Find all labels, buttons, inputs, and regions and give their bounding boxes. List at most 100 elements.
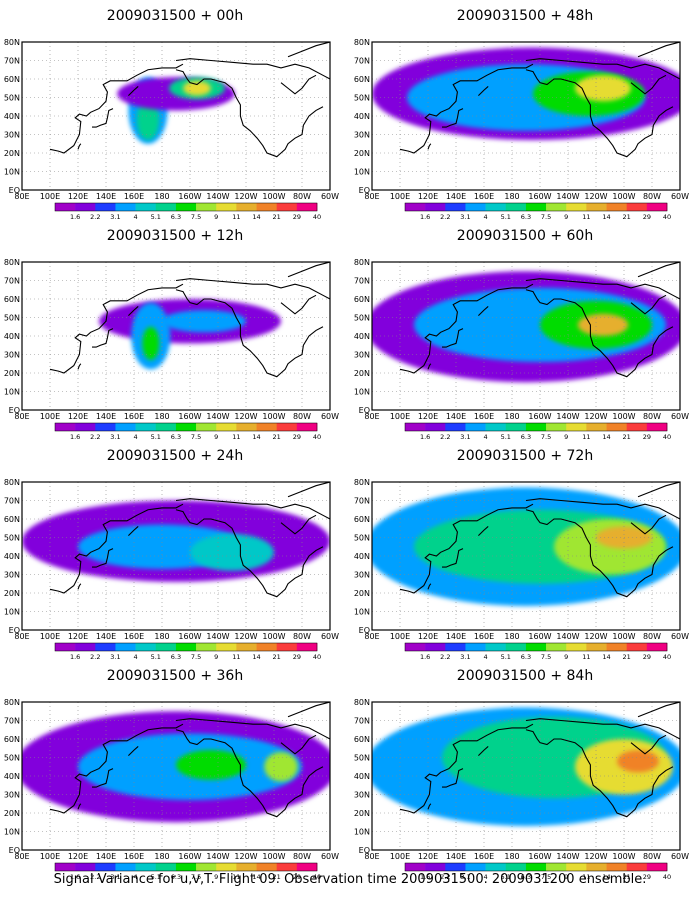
colorbar-swatch — [586, 863, 607, 871]
colorbar-swatch — [586, 643, 607, 651]
map-frame — [21, 261, 331, 411]
coastline — [525, 729, 674, 818]
y-tick-label: 20N — [4, 369, 20, 378]
panel-title: 2009031500 + 48h — [456, 8, 594, 24]
map-svg: 80E 100E 120E 140E 160E 180 160W 140W 120W 100W 80… — [354, 698, 689, 880]
colorbar-swatch — [196, 423, 217, 431]
colorbar-label: 6.3 — [521, 433, 531, 440]
colorbar-swatch — [55, 203, 76, 211]
x-tick-label: 120W — [234, 852, 257, 861]
colorbar-label: 4 — [484, 433, 488, 440]
colorbar-swatch — [115, 203, 136, 211]
colorbar-swatch — [405, 643, 426, 651]
y-tick-label: 80N — [354, 38, 370, 47]
colorbar-swatch — [135, 643, 157, 651]
gridlines — [372, 262, 680, 410]
coastline — [525, 498, 680, 520]
map-svg: 80E 100E 120E 140E 160E 180 160W 140W 120W 100W 80… — [4, 698, 339, 880]
colorbar-label: 21 — [623, 873, 631, 880]
colorbar-label: 40 — [313, 213, 321, 220]
variance-shading — [183, 80, 211, 96]
colorbar-swatch — [236, 423, 257, 431]
colorbar-swatch — [425, 203, 446, 211]
coastline — [478, 525, 489, 537]
colorbar-swatch — [425, 863, 446, 871]
coastline — [49, 723, 184, 814]
coastline — [128, 745, 139, 757]
x-tick-label: 140W — [206, 852, 229, 861]
colorbar-swatch — [75, 423, 96, 431]
y-tick-label: 70N — [4, 497, 20, 506]
coastline — [92, 548, 114, 568]
colorbar-label: 3.1 — [110, 213, 120, 220]
y-tick-label: 40N — [4, 772, 20, 781]
x-tick-label: 80E — [364, 632, 379, 641]
colorbar-label: 14 — [602, 653, 610, 660]
colorbar-swatch — [175, 863, 197, 871]
y-tick-label: 30N — [354, 351, 370, 360]
y-tick-label: 20N — [354, 809, 370, 818]
colorbar-label: 14 — [252, 213, 260, 220]
panel-title: 2009031500 + 72h — [456, 448, 594, 464]
x-tick-label: 120E — [68, 192, 88, 201]
coastline — [287, 702, 330, 718]
colorbar-swatch — [566, 203, 587, 211]
y-tick-label: 10N — [4, 388, 20, 397]
x-tick-label: 100W — [262, 192, 285, 201]
colorbar-swatch — [465, 423, 486, 431]
colorbar-label: 1.6 — [420, 873, 430, 880]
colorbar-swatch — [606, 423, 627, 431]
y-tick-label: EQ — [359, 626, 370, 635]
colorbar-swatch — [256, 643, 277, 651]
x-tick-label: 140E — [96, 632, 116, 641]
colorbar-swatch — [485, 423, 507, 431]
y-tick-label: 30N — [4, 791, 20, 800]
colorbar-swatch — [55, 863, 76, 871]
colorbar-swatch — [296, 643, 318, 651]
x-tick-label: 80W — [293, 192, 311, 201]
x-tick-label: 120E — [68, 632, 88, 641]
x-tick-label: 140W — [206, 632, 229, 641]
y-tick-label: 20N — [354, 369, 370, 378]
y-tick-label: 30N — [4, 351, 20, 360]
colorbar-swatch — [485, 643, 507, 651]
x-tick-label: 180 — [154, 412, 169, 421]
colorbar-swatch — [216, 643, 237, 651]
colorbar-swatch — [236, 203, 257, 211]
x-tick-label: 140E — [96, 412, 116, 421]
colorbar-frame — [404, 422, 668, 432]
colorbar-label: 1.6 — [70, 873, 80, 880]
colorbar-swatch — [646, 423, 668, 431]
colorbar-swatch — [115, 863, 136, 871]
colorbar-label: 6.3 — [171, 653, 181, 660]
coastline — [77, 143, 82, 150]
coastline — [92, 768, 114, 788]
gridlines — [372, 482, 680, 630]
coastline — [175, 509, 324, 598]
coastline — [77, 363, 82, 370]
colorbar-swatch — [546, 643, 567, 651]
colorbar-label: 7.5 — [541, 213, 551, 220]
colorbar-swatch — [566, 423, 587, 431]
colorbar-label: 29 — [293, 433, 301, 440]
colorbar-label: 7.5 — [541, 433, 551, 440]
map-svg: 80E 100E 120E 140E 160E 180 160W 140W 120W 100W 80… — [354, 258, 689, 440]
colorbar-swatch — [485, 203, 507, 211]
x-tick-label: 100W — [262, 412, 285, 421]
coastline — [637, 262, 680, 278]
x-tick-label: 100W — [612, 852, 635, 861]
colorbar-swatch — [155, 643, 177, 651]
x-tick-label: 160E — [474, 192, 494, 201]
colorbar-swatch — [505, 423, 527, 431]
colorbar-label: 2.2 — [440, 213, 450, 220]
x-tick-label: 120W — [584, 412, 607, 421]
colorbar-label: 1.6 — [70, 653, 80, 660]
colorbar-swatch — [175, 203, 197, 211]
map-svg: 80E 100E 120E 140E 160E 180 160W 140W 120W 100W 80… — [354, 38, 689, 220]
colorbar-swatch — [525, 203, 547, 211]
colorbar-swatch — [155, 863, 177, 871]
colorbar-label: 14 — [252, 433, 260, 440]
colorbar-label: 3.1 — [110, 653, 120, 660]
x-tick-label: 80E — [364, 852, 379, 861]
shading-layer — [22, 500, 330, 582]
